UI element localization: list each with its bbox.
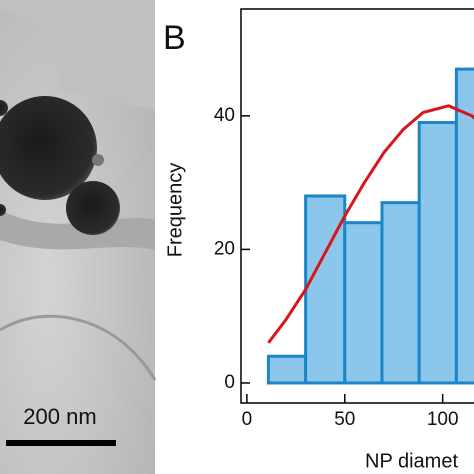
y-tick-label: 0 bbox=[224, 372, 235, 393]
x-tick-label: 100 bbox=[427, 409, 459, 430]
bar bbox=[380, 201, 421, 385]
x-tick-label: 0 bbox=[242, 409, 253, 430]
scale-label: 200 nm bbox=[23, 404, 96, 429]
y-tick-label: 40 bbox=[214, 105, 235, 126]
axes: 0 20 40 0 50 100 bbox=[214, 8, 474, 430]
bar bbox=[454, 67, 474, 385]
panel-label: B bbox=[163, 19, 186, 57]
fit-curve bbox=[267, 104, 474, 344]
plot-area bbox=[266, 67, 474, 385]
x-axis-label: NP diamet bbox=[365, 450, 458, 472]
x-tick-label: 50 bbox=[334, 409, 355, 430]
axis-frame bbox=[240, 8, 474, 404]
y-tick-label: 20 bbox=[214, 238, 235, 259]
bar bbox=[417, 121, 458, 385]
bar bbox=[266, 354, 308, 385]
tem-image: 200 nm bbox=[0, 0, 157, 474]
y-axis-label: Frequency bbox=[164, 163, 186, 258]
scale-bar bbox=[6, 440, 116, 446]
bar bbox=[343, 221, 384, 385]
